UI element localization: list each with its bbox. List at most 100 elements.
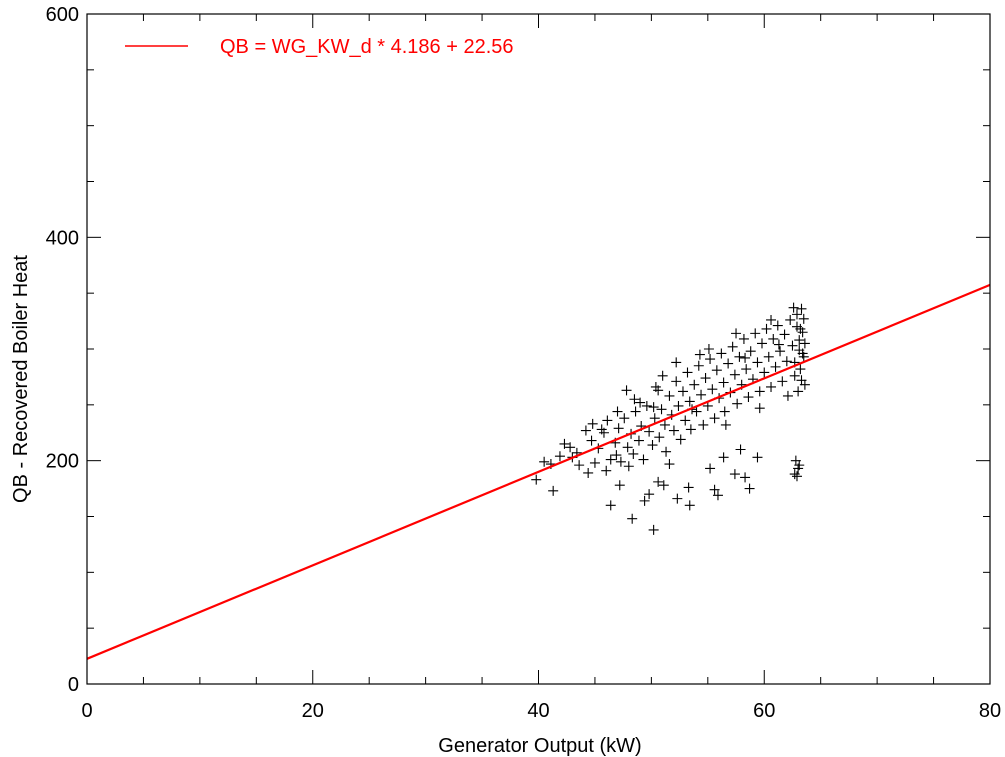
data-point xyxy=(621,385,632,396)
x-axis-title: Generator Output (kW) xyxy=(438,735,641,757)
data-point xyxy=(788,302,799,313)
data-point xyxy=(698,419,709,430)
data-point xyxy=(583,467,594,478)
data-point xyxy=(689,379,700,390)
data-point xyxy=(644,426,655,437)
data-point xyxy=(750,328,761,339)
data-point xyxy=(656,404,667,415)
data-point xyxy=(661,446,672,457)
data-point xyxy=(653,385,664,396)
data-point xyxy=(615,456,626,467)
x-tick-label: 40 xyxy=(527,700,549,722)
data-point xyxy=(654,432,665,443)
y-tick-label: 400 xyxy=(46,227,79,249)
data-point xyxy=(677,386,688,397)
data-point xyxy=(647,440,658,451)
data-point xyxy=(586,435,597,446)
data-point xyxy=(719,406,730,417)
data-point xyxy=(653,476,664,487)
data-point xyxy=(693,360,704,371)
data-point xyxy=(794,335,805,346)
data-point xyxy=(770,361,781,372)
data-point xyxy=(795,364,806,375)
data-point xyxy=(635,397,646,408)
data-point xyxy=(548,485,559,496)
data-point xyxy=(738,333,749,344)
data-point xyxy=(574,460,585,471)
data-point xyxy=(756,338,767,349)
y-tick-label: 200 xyxy=(46,451,79,473)
data-point xyxy=(745,346,756,357)
data-point xyxy=(797,348,808,359)
data-point xyxy=(729,369,740,380)
data-point xyxy=(798,313,809,324)
data-point xyxy=(623,461,634,472)
data-point xyxy=(683,482,694,493)
data-point xyxy=(648,402,659,413)
data-point xyxy=(741,364,752,375)
data-point xyxy=(648,524,659,535)
data-point xyxy=(629,394,640,405)
data-point xyxy=(782,390,793,401)
data-point xyxy=(779,329,790,340)
data-point xyxy=(793,386,804,397)
x-axis: 0 20 40 60 80 xyxy=(81,14,1001,722)
data-point xyxy=(775,346,786,357)
data-point xyxy=(700,373,711,384)
y-axis: 0 200 400 600 xyxy=(46,4,990,696)
plot-area xyxy=(531,302,810,535)
data-point xyxy=(659,419,670,430)
data-point xyxy=(716,348,727,359)
data-point xyxy=(682,367,693,378)
data-point xyxy=(768,333,779,344)
data-point xyxy=(754,386,765,397)
data-point xyxy=(796,375,807,386)
data-point xyxy=(791,471,802,482)
x-tick-label: 80 xyxy=(979,700,1001,722)
data-point xyxy=(799,338,810,349)
data-point xyxy=(709,413,720,424)
data-point xyxy=(718,452,729,463)
data-point xyxy=(589,457,600,468)
data-point xyxy=(787,340,798,351)
legend: QB = WG_KW_d * 4.186 + 22.56 xyxy=(125,36,514,58)
data-point xyxy=(712,490,723,501)
data-point xyxy=(612,406,623,417)
data-point xyxy=(630,406,641,417)
data-point xyxy=(684,500,695,511)
x-tick-label: 60 xyxy=(753,700,775,722)
data-point xyxy=(766,381,777,392)
data-point xyxy=(723,358,734,369)
data-point xyxy=(684,396,695,407)
data-point xyxy=(794,460,805,471)
data-point xyxy=(605,500,616,511)
data-point xyxy=(732,398,743,409)
data-point xyxy=(580,425,591,436)
data-point xyxy=(795,323,806,334)
data-point xyxy=(639,495,650,506)
data-point xyxy=(657,370,668,381)
data-point xyxy=(627,513,638,524)
data-point xyxy=(731,328,742,339)
data-point xyxy=(705,354,716,365)
data-point xyxy=(628,448,639,459)
data-point xyxy=(680,415,691,426)
data-point xyxy=(729,469,740,480)
plot-border xyxy=(86,13,991,685)
data-point xyxy=(789,469,800,480)
data-point xyxy=(664,459,675,470)
data-point xyxy=(734,351,745,362)
data-point xyxy=(664,390,675,401)
data-point xyxy=(740,472,751,483)
data-point xyxy=(740,352,751,363)
legend-label-fit-line: QB = WG_KW_d * 4.186 + 22.56 xyxy=(220,36,514,58)
data-point xyxy=(649,413,660,424)
data-point xyxy=(671,376,682,387)
data-point xyxy=(766,314,777,325)
data-point xyxy=(685,424,696,435)
fit-line-layer xyxy=(86,283,991,660)
y-axis-title: QB - Recovered Boiler Heat xyxy=(10,255,32,503)
data-point xyxy=(709,484,720,495)
data-point xyxy=(539,456,550,467)
